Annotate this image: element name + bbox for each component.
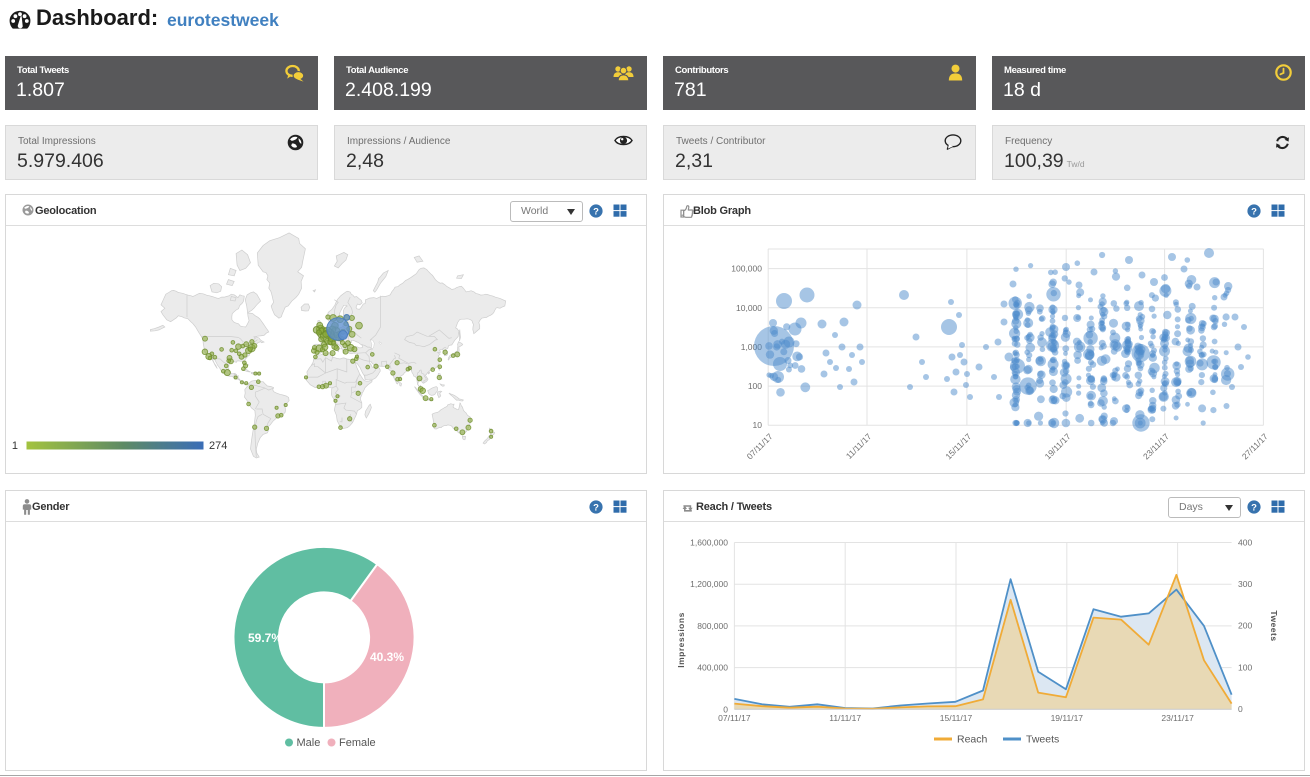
- svg-text:07/11/17: 07/11/17: [718, 713, 751, 723]
- svg-text:400,000: 400,000: [697, 663, 728, 673]
- svg-text:11/11/17: 11/11/17: [844, 431, 874, 461]
- svg-text:40.3%: 40.3%: [370, 650, 404, 664]
- svg-text:10: 10: [753, 420, 763, 430]
- svg-text:Tweets: Tweets: [1269, 610, 1279, 641]
- svg-text:0: 0: [1238, 704, 1243, 714]
- svg-text:Impressions: Impressions: [676, 612, 686, 668]
- svg-text:?: ?: [593, 206, 599, 217]
- svg-text:Reach: Reach: [957, 734, 988, 746]
- svg-text:Male: Male: [297, 737, 321, 749]
- svg-text:Female: Female: [339, 737, 376, 749]
- svg-text:23/11/17: 23/11/17: [1141, 431, 1171, 461]
- svg-text:1,200,000: 1,200,000: [690, 579, 728, 589]
- svg-text:Tweets: Tweets: [1026, 734, 1059, 746]
- svg-text:19/11/17: 19/11/17: [1043, 431, 1073, 461]
- svg-text:?: ?: [1251, 502, 1257, 513]
- svg-text:59.7%: 59.7%: [248, 631, 282, 645]
- svg-text:100: 100: [1238, 662, 1252, 672]
- svg-text:10,000: 10,000: [736, 303, 762, 313]
- svg-text:100: 100: [748, 381, 762, 391]
- svg-text:11/11/17: 11/11/17: [829, 713, 861, 723]
- svg-text:07/11/17: 07/11/17: [745, 431, 775, 461]
- svg-text:15/11/17: 15/11/17: [943, 431, 973, 461]
- svg-text:1,000: 1,000: [741, 342, 763, 352]
- svg-text:?: ?: [1251, 206, 1257, 217]
- svg-text:15/11/17: 15/11/17: [940, 713, 973, 723]
- svg-text:300: 300: [1238, 579, 1252, 589]
- svg-text:100,000: 100,000: [731, 264, 762, 274]
- svg-text:23/11/17: 23/11/17: [1161, 713, 1194, 723]
- svg-text:1,600,000: 1,600,000: [690, 538, 728, 548]
- svg-text:800,000: 800,000: [697, 621, 728, 631]
- svg-text:27/11/17: 27/11/17: [1240, 431, 1270, 461]
- svg-text:400: 400: [1238, 537, 1252, 547]
- svg-text:200: 200: [1238, 621, 1252, 631]
- svg-text:?: ?: [593, 502, 599, 513]
- svg-text:0: 0: [723, 704, 728, 714]
- svg-text:19/11/17: 19/11/17: [1051, 713, 1084, 723]
- svg-text:274: 274: [209, 440, 227, 452]
- svg-text:1: 1: [12, 440, 18, 452]
